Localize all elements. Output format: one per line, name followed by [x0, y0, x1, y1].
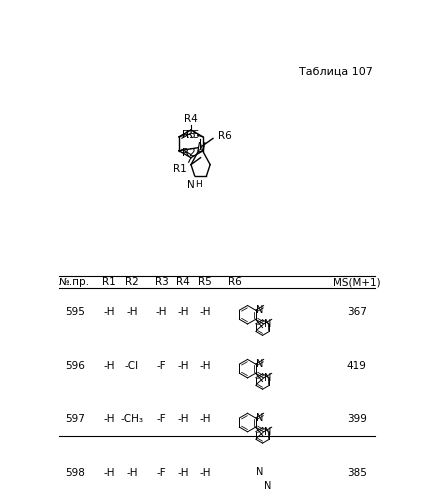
Text: -F: -F	[157, 469, 166, 479]
Text: -F: -F	[157, 361, 166, 371]
Text: 385: 385	[347, 469, 367, 479]
Text: -H: -H	[103, 361, 114, 371]
Text: 597: 597	[65, 415, 85, 425]
Text: -H: -H	[126, 469, 138, 479]
Text: -H: -H	[103, 469, 114, 479]
Text: N: N	[257, 359, 264, 369]
Text: R1: R1	[102, 277, 116, 287]
Text: N: N	[257, 413, 264, 423]
Text: N: N	[265, 373, 272, 383]
Text: N: N	[187, 181, 195, 191]
Text: -H: -H	[199, 469, 211, 479]
Text: -H: -H	[103, 415, 114, 425]
Text: -H: -H	[178, 469, 189, 479]
Text: N: N	[257, 305, 264, 315]
Text: 596: 596	[65, 361, 85, 371]
Text: N: N	[265, 481, 272, 491]
Text: R5: R5	[186, 130, 200, 140]
Text: Таблица 107: Таблица 107	[299, 67, 373, 77]
Text: R5: R5	[198, 277, 212, 287]
Text: -H: -H	[178, 415, 189, 425]
Text: -H: -H	[199, 415, 211, 425]
Text: R2: R2	[125, 277, 139, 287]
Text: 399: 399	[347, 415, 367, 425]
Text: 367: 367	[347, 307, 367, 317]
Text: -H: -H	[178, 307, 189, 317]
Text: R1: R1	[173, 164, 187, 174]
Text: N: N	[196, 141, 205, 154]
Text: 419: 419	[347, 361, 367, 371]
Text: -H: -H	[178, 361, 189, 371]
Text: -H: -H	[199, 361, 211, 371]
Text: R4: R4	[184, 114, 198, 124]
Text: -H: -H	[126, 307, 138, 317]
Text: 598: 598	[65, 469, 85, 479]
Text: R4: R4	[176, 277, 190, 287]
Text: №.пр.: №.пр.	[59, 277, 90, 287]
Text: N: N	[257, 467, 264, 477]
Text: N: N	[265, 319, 272, 329]
Text: R2: R2	[182, 148, 196, 158]
Text: -Cl: -Cl	[125, 361, 139, 371]
Text: R6: R6	[228, 277, 242, 287]
Text: N: N	[265, 427, 272, 437]
Text: R3: R3	[182, 130, 196, 140]
Text: H: H	[195, 181, 202, 190]
Text: -H: -H	[199, 307, 211, 317]
Text: -H: -H	[156, 307, 167, 317]
Text: -F: -F	[157, 415, 166, 425]
Text: 595: 595	[65, 307, 85, 317]
Text: R3: R3	[155, 277, 168, 287]
Text: MS(M+1): MS(M+1)	[333, 277, 381, 287]
Text: R6: R6	[218, 131, 232, 141]
Text: -CH₃: -CH₃	[120, 415, 144, 425]
Text: -H: -H	[103, 307, 114, 317]
